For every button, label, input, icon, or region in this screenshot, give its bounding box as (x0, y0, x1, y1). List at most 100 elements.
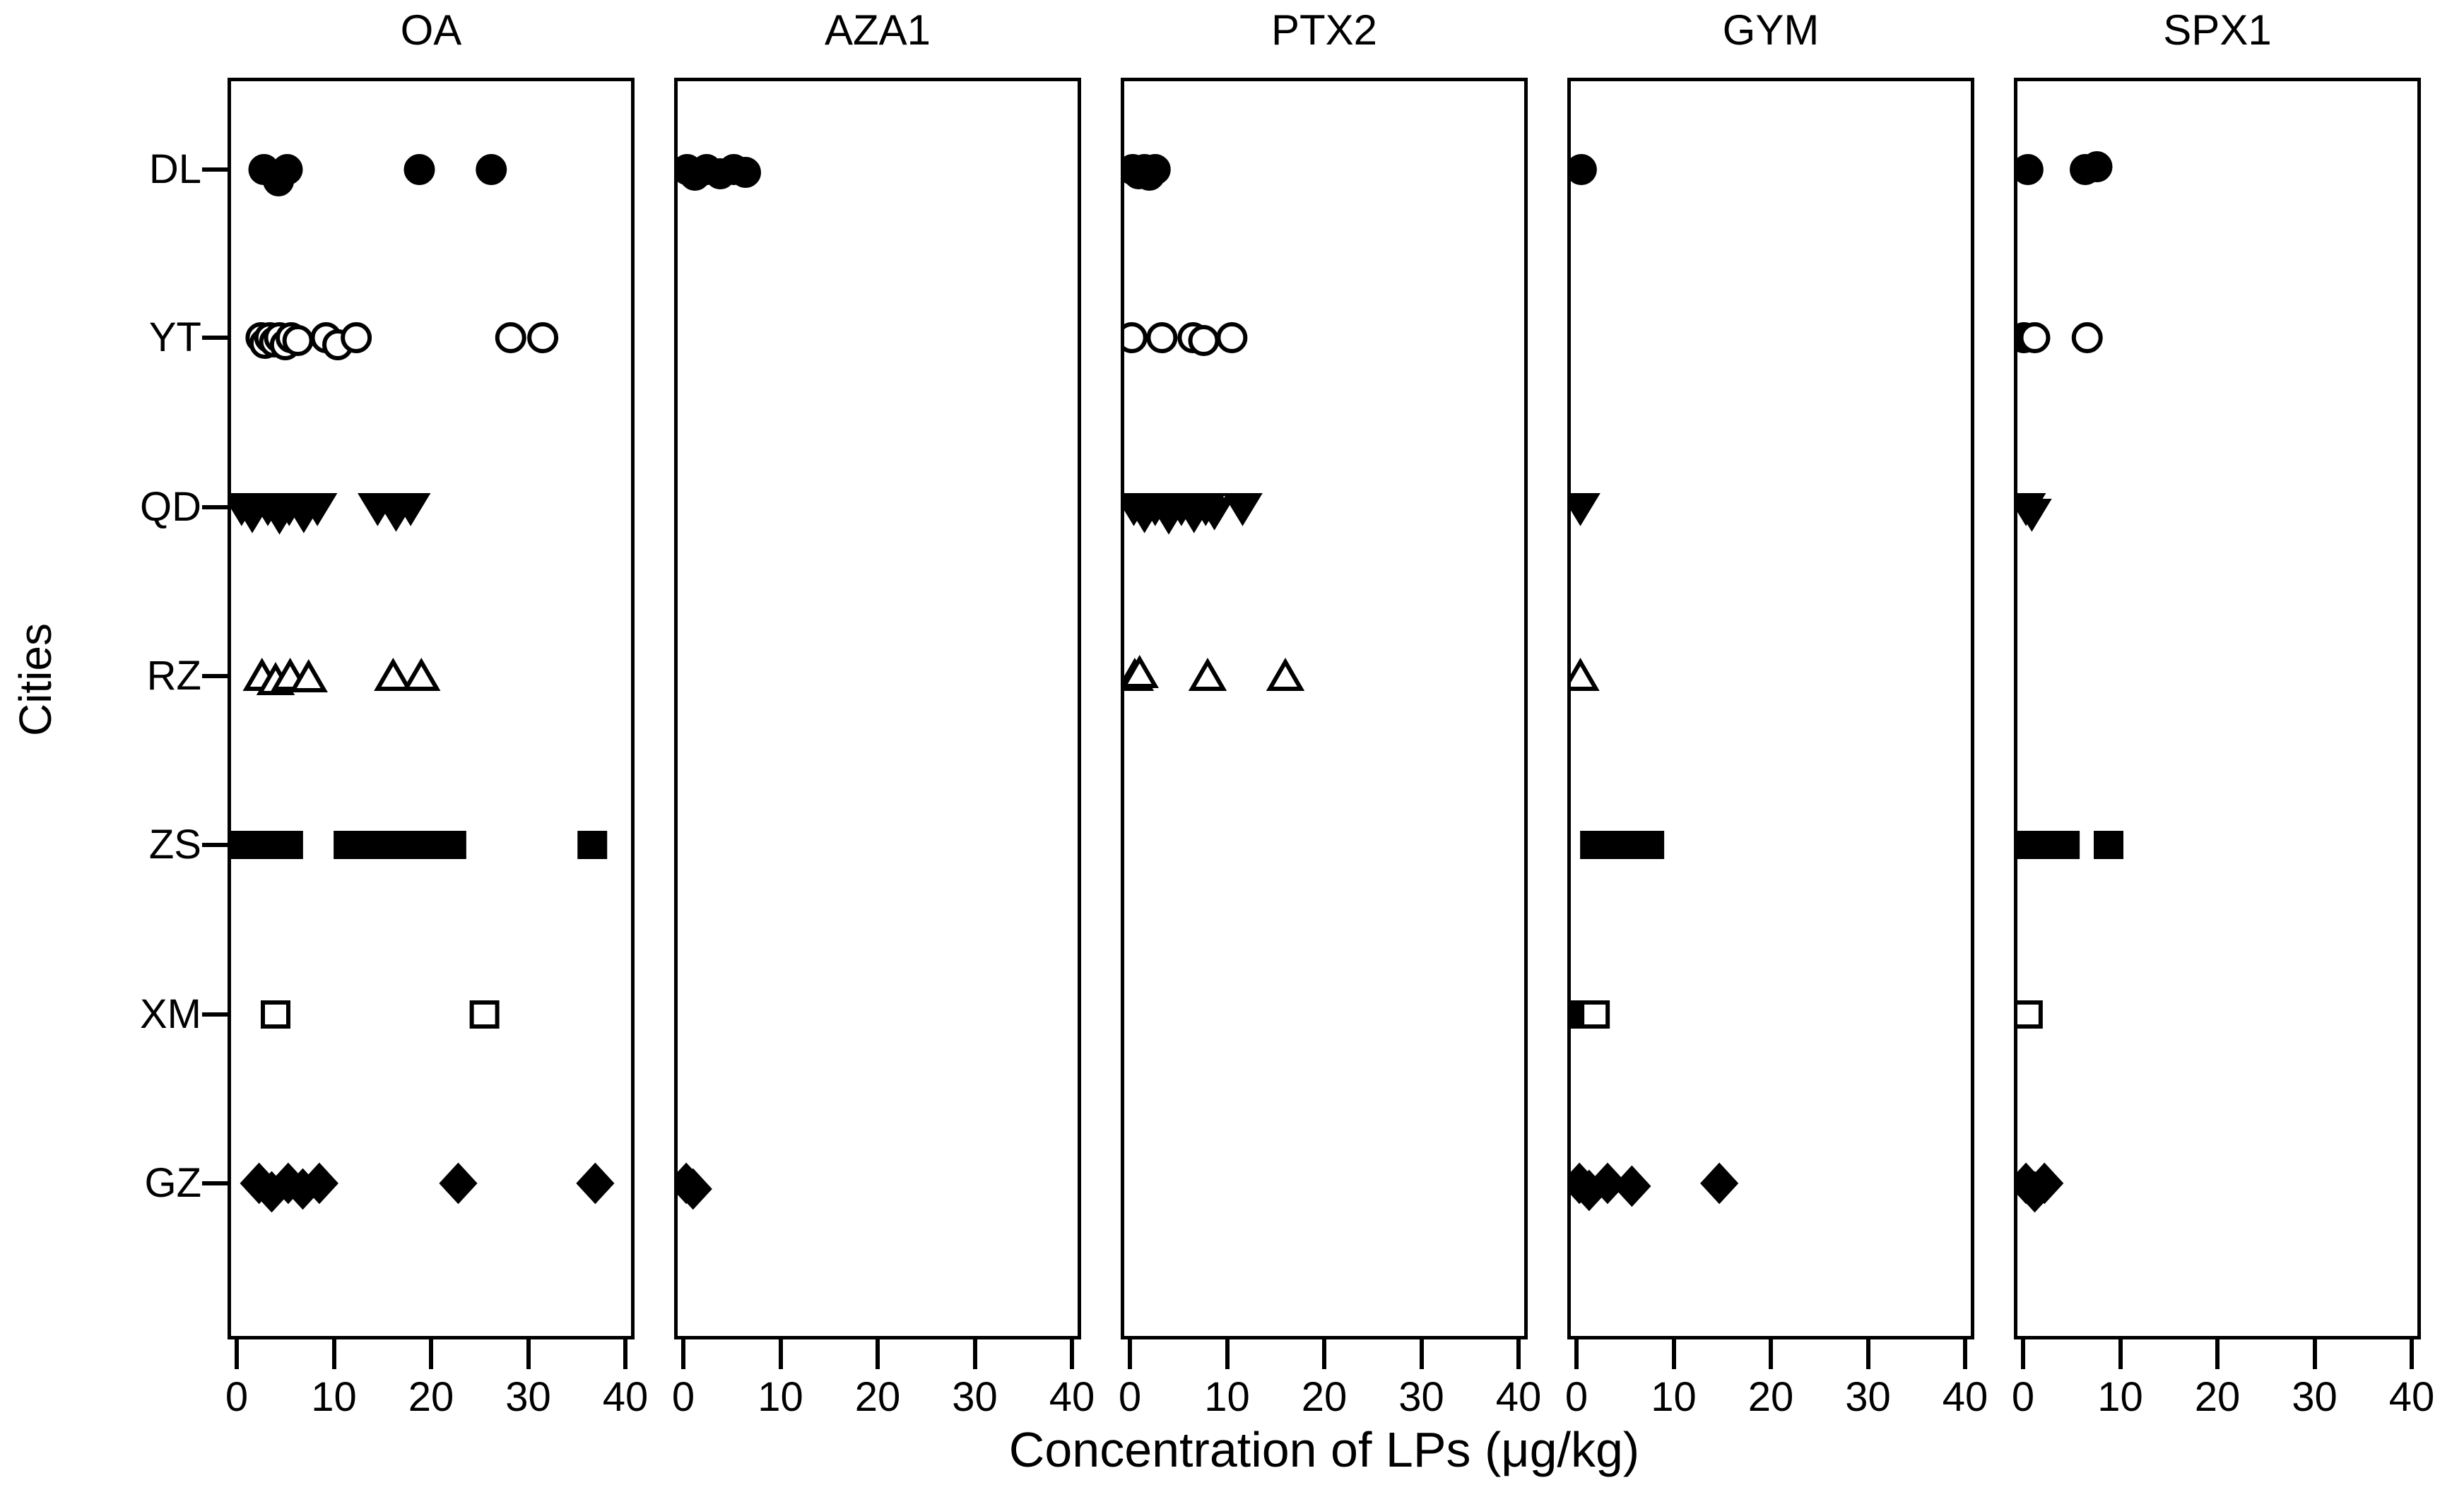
x-tick (1671, 1339, 1676, 1369)
marker-YT-open-circle (1216, 322, 1248, 353)
panel-title-OA: OA (400, 6, 462, 54)
marker-DL-filled-circle (730, 157, 761, 188)
marker-GZ-filled-diamond (1700, 1162, 1739, 1205)
x-tick-label: 0 (1118, 1374, 1142, 1420)
x-tick-label: 0 (225, 1374, 249, 1420)
city-label-XM: XM (140, 991, 201, 1037)
panel-plot-AZA1 (678, 154, 761, 1210)
marker-DL-filled-circle (1571, 154, 1597, 185)
marker-DL-filled-circle (1139, 154, 1171, 185)
x-tick (1419, 1339, 1424, 1369)
marker-GZ-filled-diamond (439, 1162, 478, 1205)
x-tick-label: 40 (1049, 1374, 1095, 1420)
x-tick (972, 1339, 977, 1369)
x-tick-label: 10 (1204, 1374, 1250, 1420)
marker-DL-filled-circle (476, 154, 507, 185)
marker-GZ-filled-diamond (2025, 1162, 2064, 1205)
x-tick-label: 10 (1651, 1374, 1697, 1420)
marker-ZS-filled-square (2050, 831, 2080, 859)
panel-OA (228, 78, 635, 1339)
marker-YT-open-circle (1124, 322, 1148, 353)
x-tick (1070, 1339, 1074, 1369)
x-tick (623, 1339, 627, 1369)
x-tick-label: 40 (1495, 1374, 1542, 1420)
x-tick-label: 40 (1942, 1374, 1988, 1420)
marker-GZ-filled-diamond (300, 1162, 338, 1205)
marker-DL-filled-circle (2017, 154, 2044, 185)
marker-QD-filled-triangle-down (1194, 497, 1234, 531)
x-axis-label: Concentration of LPs (μg/kg) (1008, 1422, 1640, 1477)
x-tick (2021, 1339, 2025, 1369)
marker-RZ-open-triangle-up (1124, 655, 1159, 688)
x-tick (681, 1339, 685, 1369)
panel-title-PTX2: PTX2 (1271, 6, 1378, 54)
y-tick (202, 843, 228, 847)
x-tick-label: 30 (1398, 1374, 1444, 1420)
y-tick (202, 674, 228, 678)
marker-QD-filled-triangle-down (1222, 493, 1263, 526)
x-tick (2312, 1339, 2317, 1369)
x-tick-label: 0 (671, 1374, 695, 1420)
panel-plot-PTX2 (1124, 154, 1305, 691)
panel-plot-OA (231, 154, 615, 1213)
x-tick (2118, 1339, 2123, 1369)
marker-QD-filled-triangle-down (1571, 493, 1601, 526)
x-tick-label: 40 (602, 1374, 649, 1420)
marker-GZ-filled-diamond (1613, 1165, 1651, 1207)
x-tick (1769, 1339, 1773, 1369)
city-label-YT: YT (148, 314, 201, 360)
x-tick (1225, 1339, 1230, 1369)
x-tick (1322, 1339, 1326, 1369)
x-tick-label: 30 (1845, 1374, 1891, 1420)
panel-AZA1 (674, 78, 1081, 1339)
panel-plot-SPX1 (2017, 151, 2123, 1213)
marker-GZ-filled-diamond (1588, 1162, 1627, 1205)
y-tick (202, 1181, 228, 1185)
marker-QD-filled-triangle-down (2017, 499, 2052, 532)
x-tick-label: 10 (311, 1374, 357, 1420)
x-tick-label: 0 (1564, 1374, 1588, 1420)
marker-GZ-filled-diamond (576, 1162, 615, 1205)
x-tick (1128, 1339, 1132, 1369)
x-tick (1574, 1339, 1579, 1369)
city-label-ZS: ZS (148, 822, 201, 868)
city-label-QD: QD (140, 484, 201, 530)
marker-DL-filled-circle (403, 154, 435, 185)
marker-XM-open-square (261, 1000, 290, 1029)
marker-ZS-filled-square (1634, 831, 1665, 859)
marker-XM-open-square (1580, 1000, 1610, 1029)
x-tick-label: 20 (1747, 1374, 1794, 1420)
y-tick (202, 336, 228, 340)
marker-ZS-filled-square (273, 831, 303, 859)
x-tick-label: 30 (952, 1374, 998, 1420)
marker-XM-open-square (469, 1000, 500, 1029)
marker-YT-open-circle (2019, 322, 2051, 353)
marker-YT-open-circle (1188, 325, 1220, 356)
x-tick (1865, 1339, 1870, 1369)
marker-YT-open-circle (341, 322, 372, 353)
x-tick-label: 20 (854, 1374, 901, 1420)
marker-GZ-filled-diamond (678, 1168, 712, 1210)
marker-DL-filled-circle (271, 154, 303, 185)
city-label-GZ: GZ (144, 1160, 201, 1206)
marker-XM-open-square (2017, 1000, 2043, 1029)
panel-title-GYM: GYM (1722, 6, 1820, 54)
y-tick (202, 505, 228, 509)
panel-plot-GYM (1571, 154, 1739, 1212)
panel-title-SPX1: SPX1 (2163, 6, 2272, 54)
x-tick-label: 20 (1301, 1374, 1348, 1420)
x-tick (2215, 1339, 2220, 1369)
x-tick (876, 1339, 880, 1369)
x-tick-label: 30 (2292, 1374, 2338, 1420)
y-tick (202, 167, 228, 172)
x-tick-label: 10 (758, 1374, 803, 1420)
x-tick-label: 30 (505, 1374, 551, 1420)
marker-ZS-filled-square (2094, 831, 2123, 859)
x-tick (429, 1339, 433, 1369)
marker-RZ-open-triangle-up (374, 658, 413, 691)
marker-DL-filled-circle (2081, 151, 2113, 182)
x-tick-label: 0 (2011, 1374, 2035, 1420)
marker-RZ-open-triangle-up (402, 658, 441, 691)
x-tick (526, 1339, 531, 1369)
panel-title-AZA1: AZA1 (824, 6, 931, 54)
